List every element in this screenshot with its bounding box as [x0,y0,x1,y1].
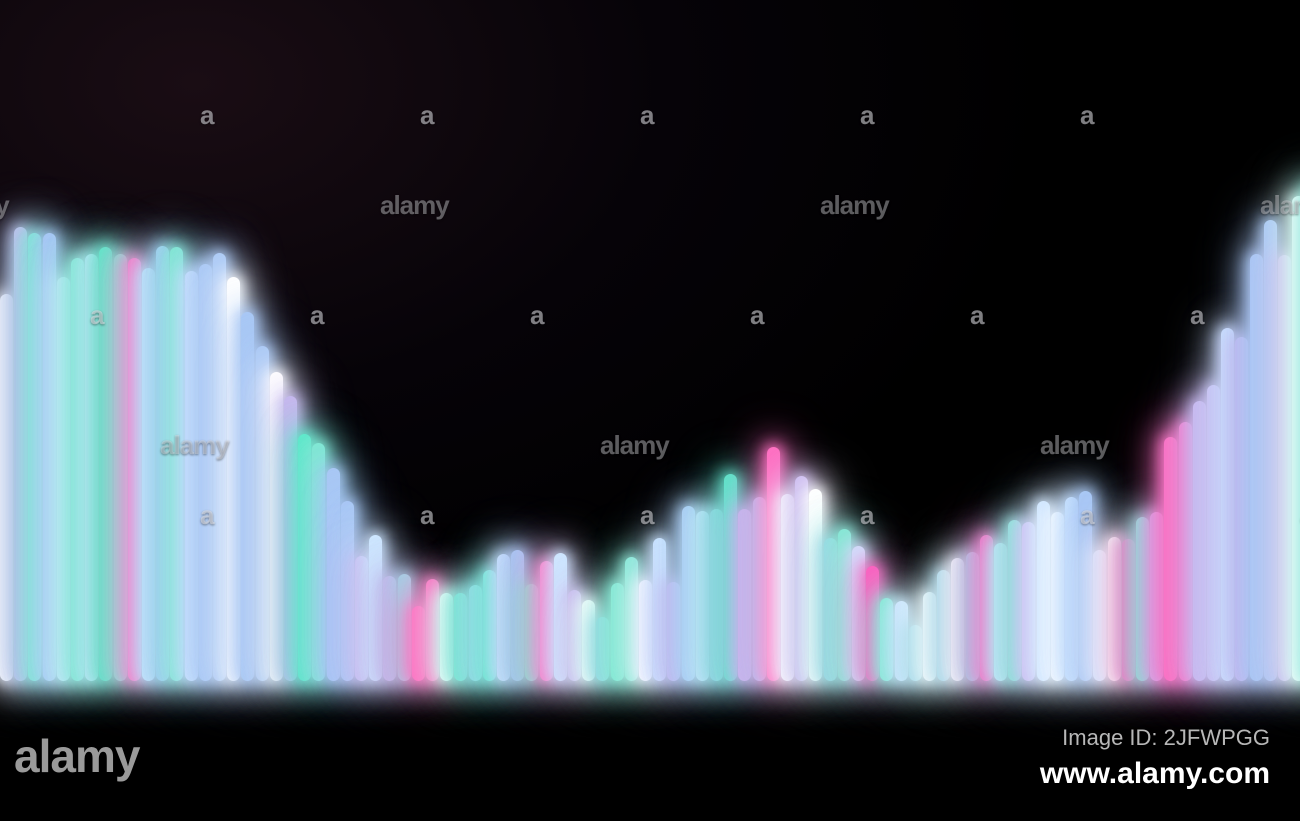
neon-bar [682,506,695,681]
neon-bar [781,494,794,681]
neon-bar [114,254,127,681]
neon-bar [57,277,70,681]
neon-bar [369,535,382,681]
neon-bar [241,312,254,681]
neon-bar [1051,512,1064,681]
neon-bar [895,601,908,681]
neon-bar [213,253,226,681]
neon-bar [1065,497,1078,681]
neon-bar [0,294,13,681]
neon-bar [85,254,98,681]
neon-bar [398,574,411,681]
neon-bar [1150,512,1163,681]
neon-bar [625,557,638,681]
neon-bar [994,543,1007,681]
stock-photo-scene: aaaaaaaaaaaaaaaaaaaaalamyalamyalamyalamy… [0,0,1300,821]
neon-bar [582,600,595,681]
alamy-logo-text: alamy [14,729,139,783]
neon-bar [497,554,510,681]
neon-bar [1136,517,1149,681]
neon-bar [1193,401,1206,681]
neon-bar [1250,254,1263,681]
neon-bar [880,598,893,681]
neon-bar [1292,196,1300,681]
neon-bar [156,246,169,681]
neon-bar [412,606,425,681]
neon-bar [1278,255,1291,681]
neon-bar [852,546,865,681]
neon-bar [611,583,624,681]
neon-bar [298,434,311,682]
neon-bar [142,268,155,681]
neon-bar [355,556,368,681]
neon-bar [923,592,936,681]
neon-bar [1207,385,1220,681]
neon-bar [270,372,283,681]
neon-bar [554,553,567,681]
neon-bar [1108,537,1121,681]
neon-bar [99,247,112,681]
neon-bar [327,468,340,681]
image-info-block: Image ID: 2JFWPGG www.alamy.com [1040,725,1270,791]
neon-bar [426,579,439,681]
neon-bar [1037,501,1050,681]
neon-bar [312,443,325,681]
neon-bar [383,576,396,681]
neon-bar [980,535,993,681]
neon-bar [937,570,950,681]
neon-bar [483,570,496,681]
neon-bar [454,593,467,681]
neon-bar [1122,539,1135,681]
neon-bar [966,552,979,681]
neon-bar [256,346,269,681]
neon-bar [227,277,240,681]
neon-bar [951,558,964,681]
neon-bar [14,227,27,681]
neon-bar [753,497,766,681]
neon-bar [341,501,354,681]
neon-bar [767,447,780,681]
neon-bar [284,396,297,681]
neon-bar [909,625,922,681]
neon-bar [724,474,737,681]
neon-bar [1008,520,1021,681]
neon-bar [1264,220,1277,681]
neon-bar [653,538,666,681]
neon-bar [667,582,680,681]
neon-bar [469,585,482,681]
neon-bar [1235,337,1248,681]
neon-bar [710,509,723,681]
neon-bar [540,561,553,681]
neon-bar [71,258,84,681]
neon-bar [1093,550,1106,681]
neon-bar [1079,491,1092,681]
neon-bar [1022,522,1035,681]
neon-bar [795,476,808,681]
site-url-text: www.alamy.com [1040,757,1270,791]
neon-bar [440,593,453,681]
neon-bar [511,550,524,681]
neon-bar [128,258,141,681]
neon-bar [696,511,709,681]
neon-bar [525,584,538,681]
neon-bar [809,489,822,681]
neon-bar [199,264,212,681]
neon-bar [738,509,751,681]
neon-bar [639,580,652,681]
neon-bar [838,529,851,681]
neon-bar [1179,422,1192,681]
neon-bar [596,617,609,681]
neon-bar [824,538,837,681]
neon-bar [1221,328,1234,681]
neon-bar [170,247,183,681]
neon-bars-layer [0,0,1300,821]
neon-bar [1164,437,1177,681]
neon-bar [866,566,879,681]
neon-bar [28,233,41,681]
neon-bar [43,233,56,681]
neon-bar [185,271,198,681]
neon-bar [568,590,581,681]
image-id-text: Image ID: 2JFWPGG [1040,725,1270,751]
